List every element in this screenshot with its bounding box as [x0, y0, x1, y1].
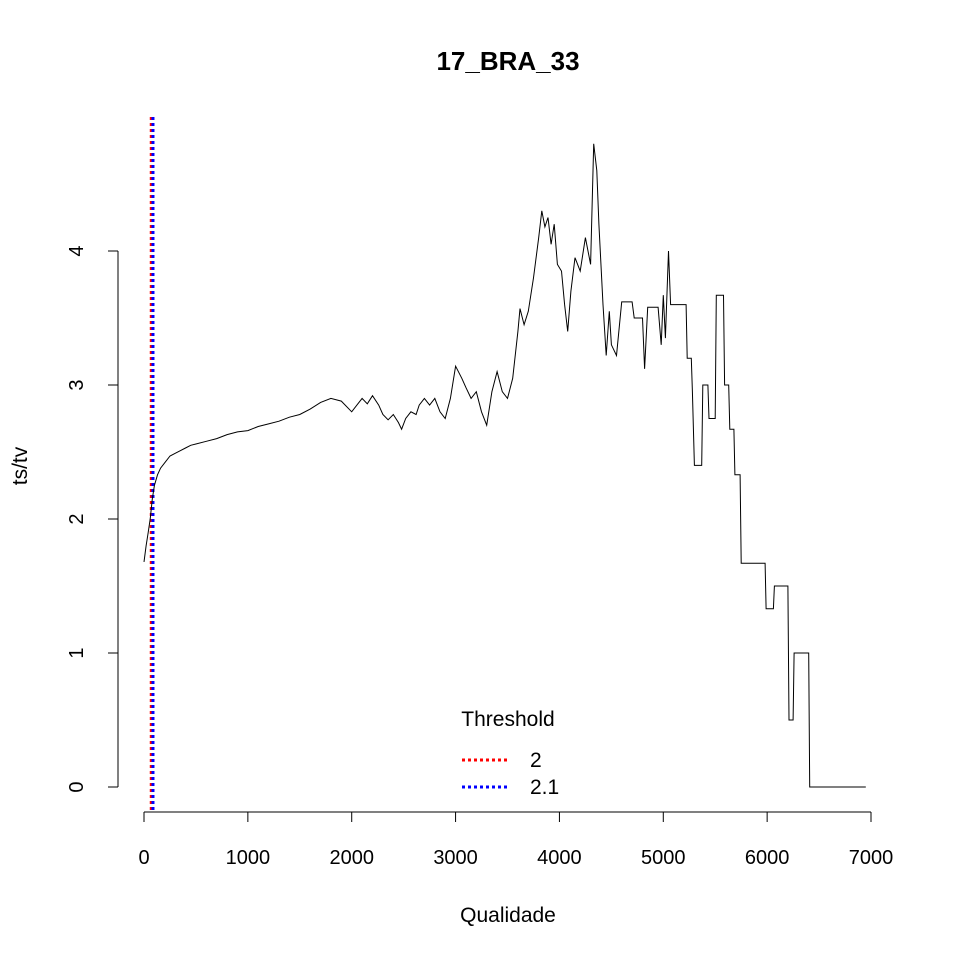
- legend: Threshold 2 2.1: [461, 708, 559, 799]
- x-tick-label: 3000: [433, 847, 478, 869]
- x-tick-label: 1000: [226, 847, 271, 869]
- chart-title: 17_BRA_33: [436, 46, 579, 76]
- y-tick-label: 1: [66, 647, 88, 658]
- y-tick-label: 4: [66, 245, 88, 256]
- x-tick-label: 7000: [849, 847, 894, 869]
- legend-label-2: 2.1: [530, 776, 559, 799]
- series-layer: [143, 143, 866, 788]
- chart-title-group: 17_BRA_33: [436, 46, 579, 76]
- x-axis-label: Qualidade: [460, 904, 556, 927]
- x-tick-label: 4000: [537, 847, 582, 869]
- series-line-1: [143, 143, 866, 788]
- x-tick-label: 0: [138, 847, 149, 869]
- y-tick-label: 0: [66, 781, 88, 792]
- x-tick-label: 5000: [641, 847, 686, 869]
- y-axis-label: ts/tv: [9, 446, 32, 485]
- y-tick-label: 3: [66, 379, 88, 390]
- y-tick-label: 2: [66, 513, 88, 524]
- threshold-lines: [149, 117, 155, 812]
- legend-title: Threshold: [461, 708, 554, 731]
- x-tick-label: 6000: [745, 847, 790, 869]
- axes: 0 1000 2000 3000 4000 5000 6000 7000 0 1 2 3 4: [66, 245, 893, 869]
- x-tick-label: 2000: [329, 847, 374, 869]
- legend-label-1: 2: [530, 749, 542, 772]
